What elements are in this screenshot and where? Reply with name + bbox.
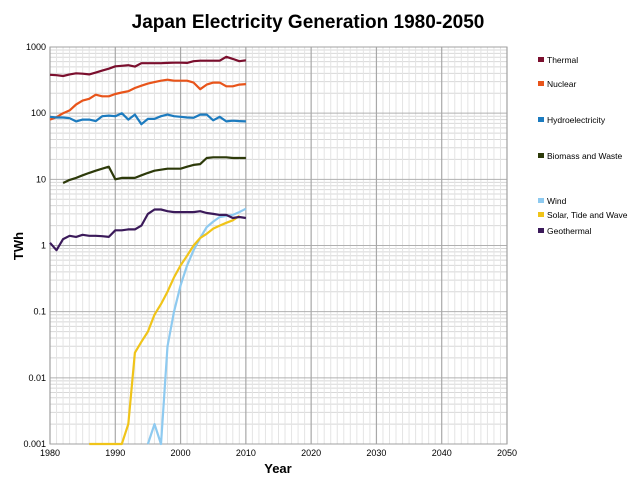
legend-label: Hydroelectricity bbox=[547, 115, 606, 125]
legend-swatch bbox=[538, 228, 544, 233]
legend-swatch bbox=[538, 57, 544, 62]
series-line-solar-tide-and-wave bbox=[89, 214, 240, 446]
series-line-biomass-and-waste bbox=[62, 156, 246, 184]
x-tick-label: 2030 bbox=[366, 448, 386, 458]
x-tick-label: 2020 bbox=[301, 448, 321, 458]
legend-label: Geothermal bbox=[547, 226, 592, 236]
x-axis-label: Year bbox=[264, 461, 291, 476]
y-tick-label: 0.1 bbox=[33, 307, 46, 317]
series-line-nuclear bbox=[49, 78, 246, 121]
x-tick-label: 2040 bbox=[432, 448, 452, 458]
y-tick-label: 0.01 bbox=[28, 373, 46, 383]
legend-label: Biomass and Waste bbox=[547, 151, 623, 161]
plot-frame bbox=[49, 46, 508, 445]
legend-swatch bbox=[538, 117, 544, 122]
x-tick-label: 1980 bbox=[40, 448, 60, 458]
series-line-geothermal bbox=[49, 208, 247, 252]
legend-swatch bbox=[538, 198, 544, 203]
y-axis-label: TWh bbox=[11, 232, 26, 260]
series-line-hydroelectricity bbox=[49, 112, 246, 126]
chart-title: Japan Electricity Generation 1980-2050 bbox=[132, 12, 485, 33]
y-tick-label: 1000 bbox=[26, 42, 46, 52]
y-tick-label: 0.001 bbox=[23, 439, 46, 449]
legend-label: Wind bbox=[547, 196, 567, 206]
y-tick-label: 1 bbox=[41, 241, 46, 251]
legend-label: Nuclear bbox=[547, 79, 576, 89]
legend-swatch bbox=[538, 212, 544, 217]
series-line-thermal bbox=[49, 55, 247, 78]
y-tick-label: 100 bbox=[31, 108, 46, 118]
x-tick-label: 2050 bbox=[497, 448, 517, 458]
legend-label: Thermal bbox=[547, 55, 578, 65]
x-tick-label: 2010 bbox=[236, 448, 256, 458]
legend-label: Solar, Tide and Wave bbox=[547, 210, 628, 220]
x-tick-label: 1990 bbox=[105, 448, 125, 458]
legend-swatch bbox=[538, 81, 544, 86]
y-tick-label: 10 bbox=[36, 174, 46, 184]
legend-swatch bbox=[538, 153, 544, 158]
x-tick-label: 2000 bbox=[171, 448, 191, 458]
